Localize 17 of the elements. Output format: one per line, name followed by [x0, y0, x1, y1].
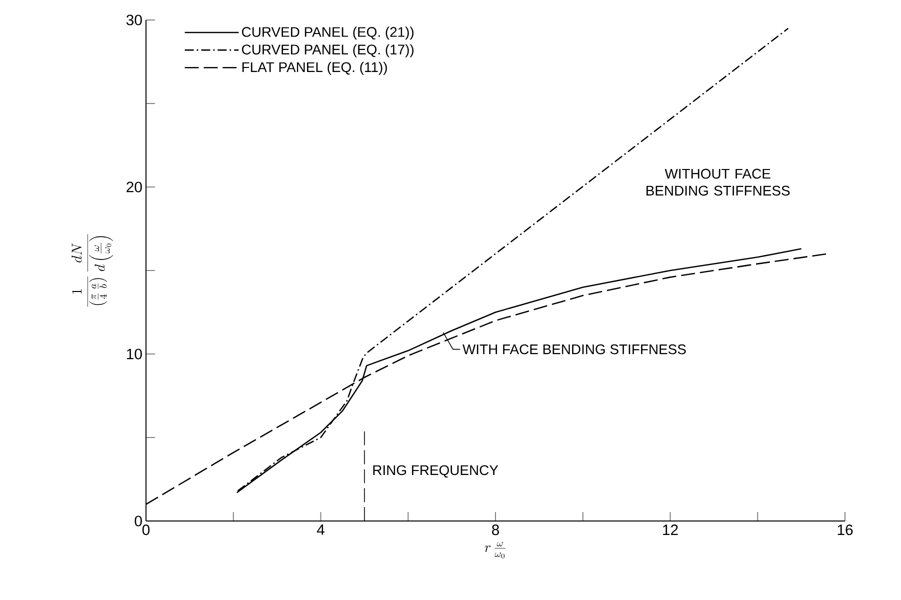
legend-label: CURVED PANEL (EQ. (17))	[242, 44, 414, 58]
x-tick-label: 12	[663, 524, 678, 535]
x-axis-title: $r\,\frac{\omega}{\omega_0}$	[484, 542, 506, 558]
y-axis-title: $\frac{1}{\left(\frac{\pi}{4}\,\frac{a}{b}\right)}\,\frac{dN}{d\left(\frac{\omega}{\omega_0}\right)}$	[72, 234, 114, 307]
legend-label: FLAT PANEL (EQ. (11))	[242, 62, 387, 75]
x-tick-label: 16	[838, 524, 853, 536]
legend-label: CURVED PANEL (EQ. (21))	[242, 26, 414, 40]
x-tick-label: 4	[316, 524, 324, 535]
y-tick-label: 0	[134, 516, 142, 526]
annotation: WITHOUT FACE BENDING STIFFNESS	[646, 168, 790, 196]
y-tick-label: 20	[126, 182, 142, 192]
y-tick-label: 10	[127, 348, 142, 360]
x-tick-label: 0	[142, 524, 150, 536]
ref-line-label: RING FREQUENCY	[373, 465, 498, 478]
annotation: WITH FACE BENDING STIFFNESS	[462, 344, 686, 354]
y-tick-label: 30	[126, 14, 142, 26]
x-tick-label: 8	[492, 524, 500, 536]
